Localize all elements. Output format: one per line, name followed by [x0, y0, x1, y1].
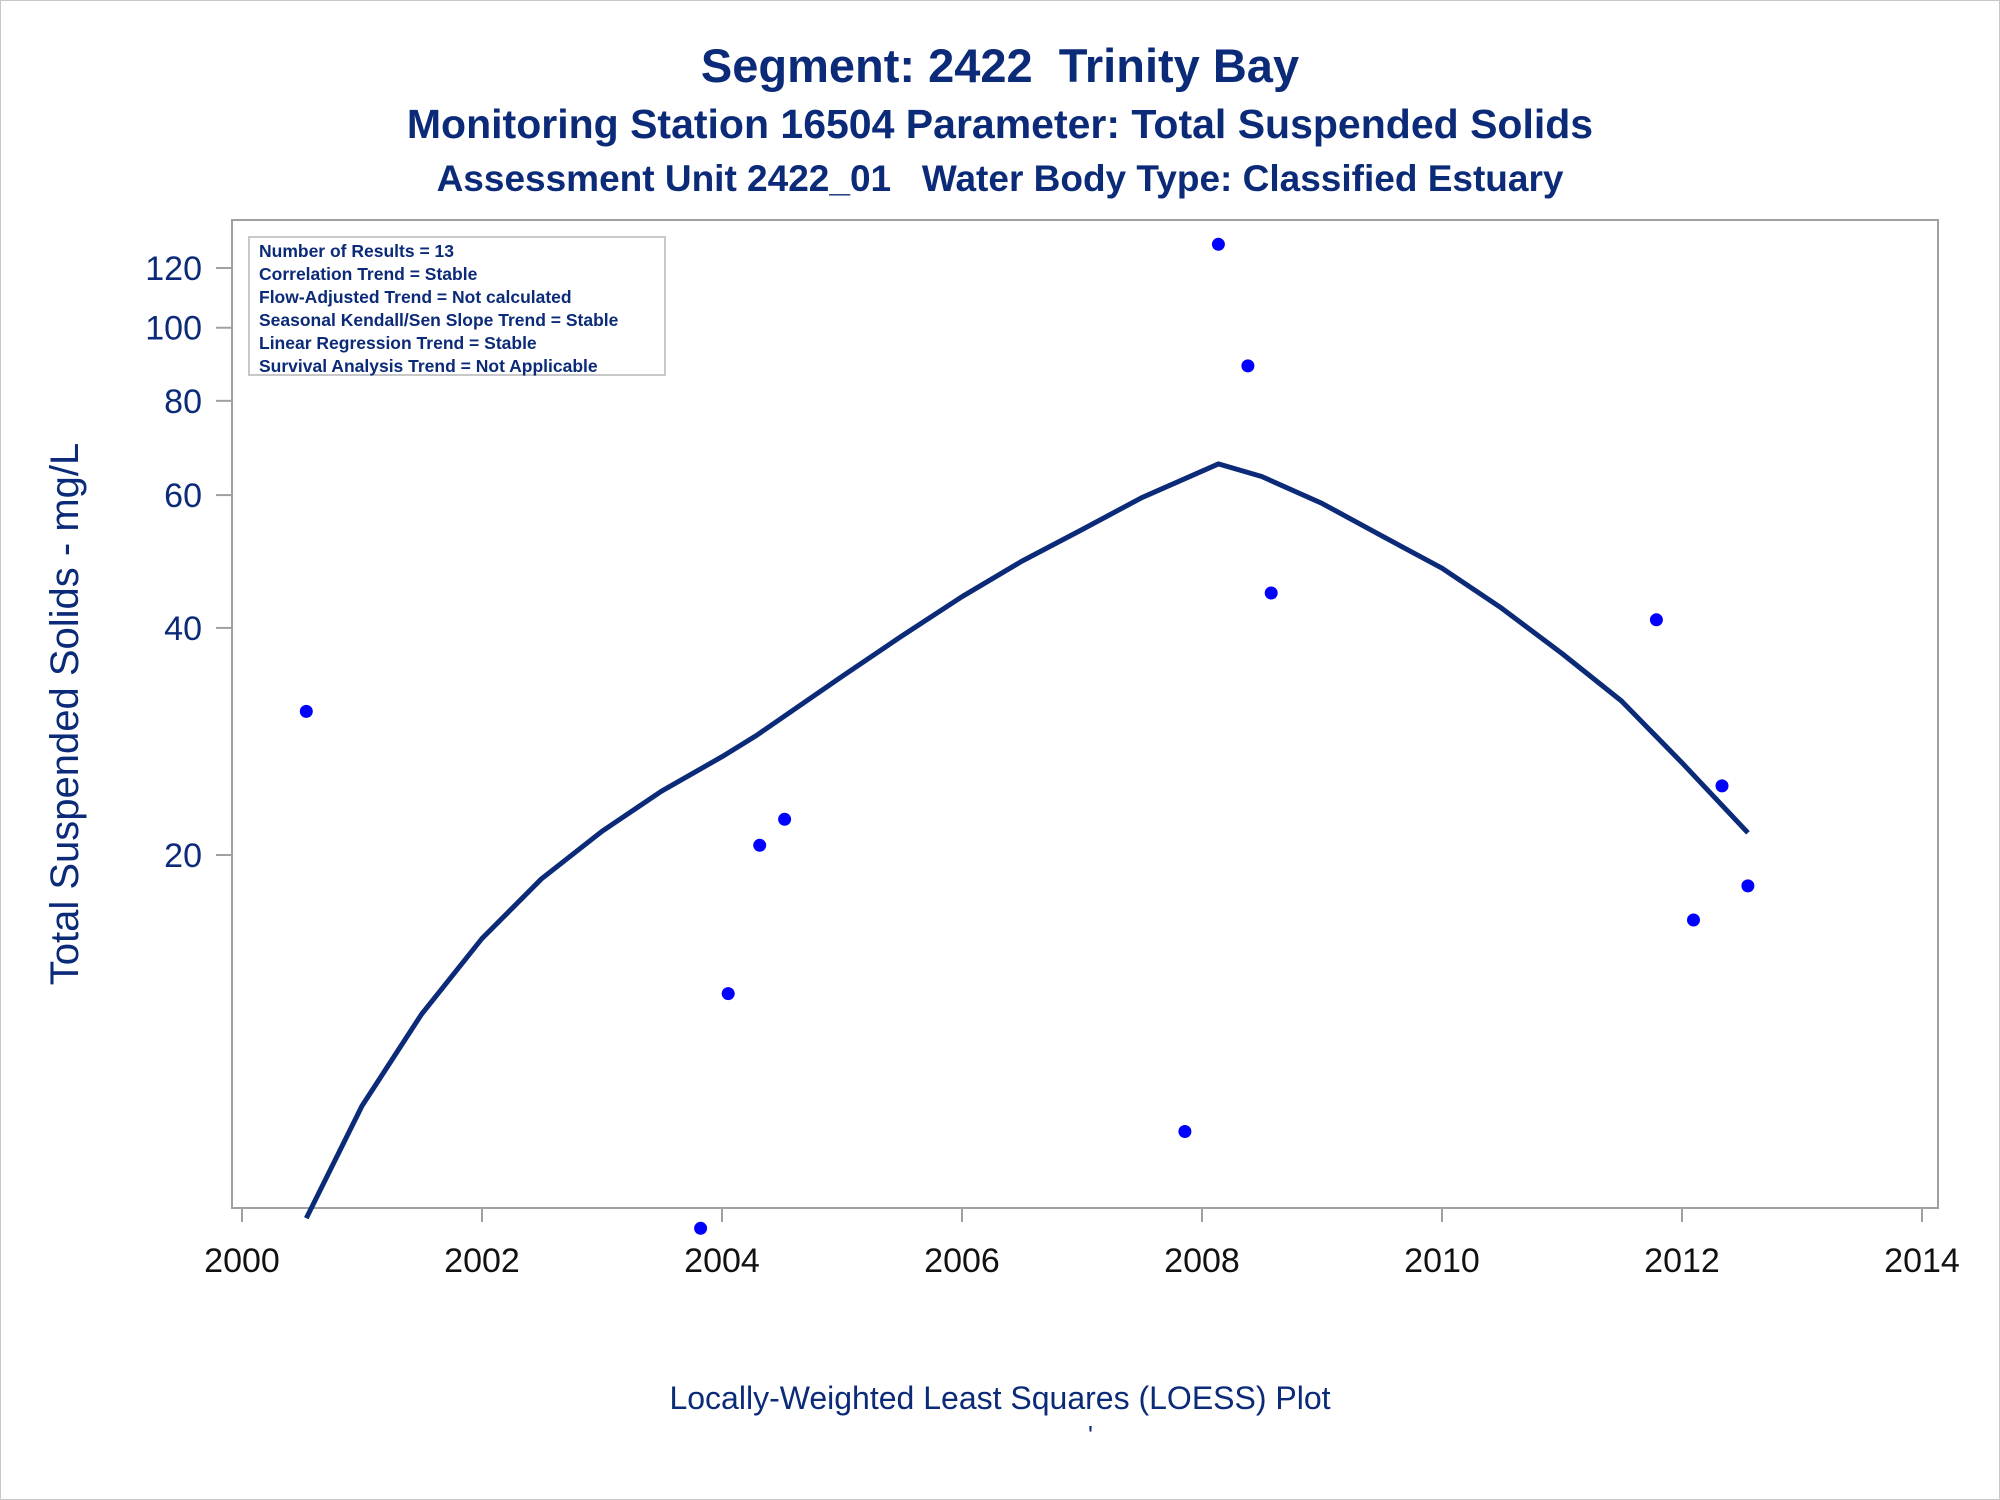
x-tick-label: 2008	[1164, 1242, 1240, 1280]
x-tick-label: 2010	[1404, 1242, 1480, 1280]
data-point	[299, 704, 313, 718]
data-point	[1741, 879, 1755, 893]
stats-legend-box: Number of Results = 13 Correlation Trend…	[248, 236, 666, 376]
data-point	[1178, 1125, 1192, 1138]
x-tick-label: 2004	[684, 1242, 760, 1280]
x-tick-label: 2006	[924, 1242, 1000, 1280]
chart-title: Segment: 2422 Trinity Bay	[700, 39, 1300, 92]
plot-area-frame	[231, 219, 1939, 1209]
x-tick-label: 2014	[1884, 1242, 1960, 1280]
x-tick-label: 2012	[1644, 1242, 1720, 1280]
legend-line-correlation: Correlation Trend = Stable	[259, 264, 478, 284]
x-axis: 2000 2002 2004 2006 2008 2010 2012 2014	[204, 1208, 1960, 1280]
data-point	[694, 1221, 708, 1235]
data-point	[1687, 913, 1700, 927]
legend-line-linear-regression: Linear Regression Trend = Stable	[259, 333, 537, 353]
y-tick-label: 20	[164, 837, 202, 875]
y-axis-title: Total Suspended Solids - mg/L	[43, 443, 87, 986]
data-point	[1715, 779, 1729, 793]
data-point	[1649, 613, 1663, 627]
footnote: Locally-Weighted Least Squares (LOESS) P…	[669, 1380, 1331, 1416]
y-tick-label: 100	[145, 310, 202, 348]
data-point	[721, 987, 735, 1001]
data-point	[1211, 237, 1225, 251]
y-tick-label: 120	[145, 250, 202, 288]
x-tick-label: 2002	[444, 1242, 520, 1280]
data-point	[1241, 359, 1255, 373]
y-tick-label: 60	[164, 477, 202, 515]
chart-subtitle: Monitoring Station 16504 Parameter: Tota…	[406, 101, 1594, 147]
data-point	[753, 838, 767, 852]
x-tick-label: 2000	[204, 1242, 280, 1280]
y-tick-label: 80	[164, 383, 202, 421]
data-point	[1264, 586, 1278, 600]
series-layer	[299, 237, 1755, 1235]
y-axis: 20 40 60 80 100 120	[145, 250, 232, 875]
legend-line-results: Number of Results = 13	[259, 241, 454, 261]
data-point	[778, 812, 792, 826]
chart-subtitle-2: Assessment Unit 2422_01 Water Body Type:…	[436, 158, 1564, 199]
legend-line-seasonal-kendall: Seasonal Kendall/Sen Slope Trend = Stabl…	[259, 310, 619, 330]
legend-line-survival: Survival Analysis Trend = Not Applicable	[259, 356, 598, 376]
loess-line	[304, 461, 1750, 1220]
legend-line-flow-adjusted: Flow-Adjusted Trend = Not calculated	[259, 287, 572, 307]
y-tick-label: 40	[164, 610, 202, 648]
footnote-mark: '	[1088, 1420, 1093, 1450]
